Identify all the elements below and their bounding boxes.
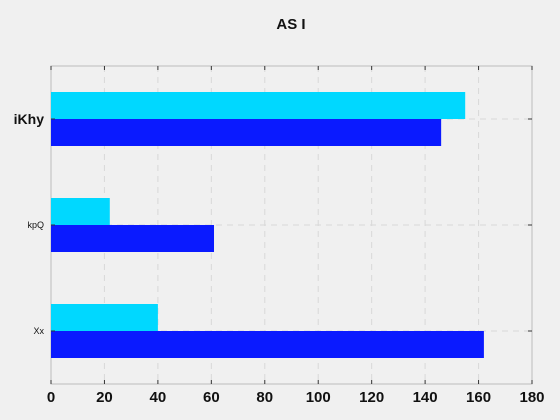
y-tick-label: Xx: [33, 326, 44, 336]
x-tick-label: 20: [96, 389, 113, 406]
bar: [51, 225, 215, 252]
y-tick-label: iKhy: [14, 111, 45, 127]
x-axis-tick-labels: 0 20 40 60 80 100 120 140 160 180: [47, 389, 545, 406]
x-tick-label: 60: [203, 389, 220, 406]
chart-title: AS I: [276, 16, 305, 33]
bar: [51, 92, 466, 119]
x-tick-label: 40: [150, 389, 167, 406]
x-tick-label: 120: [359, 389, 384, 406]
bars: [51, 92, 484, 358]
x-tick-label: 140: [413, 389, 438, 406]
bar: [51, 304, 158, 331]
x-tick-label: 160: [466, 389, 491, 406]
x-tick-label: 100: [306, 389, 331, 406]
y-tick-label: kpQ: [27, 220, 44, 230]
x-tick-label: 180: [519, 389, 544, 406]
bar: [51, 331, 484, 358]
x-tick-label: 80: [256, 389, 273, 406]
bar: [51, 198, 110, 225]
y-axis-tick-labels: iKhy kpQ Xx: [14, 111, 45, 336]
x-tick-label: 0: [47, 389, 55, 406]
tick-marks: [50, 66, 533, 384]
bar: [51, 119, 442, 146]
